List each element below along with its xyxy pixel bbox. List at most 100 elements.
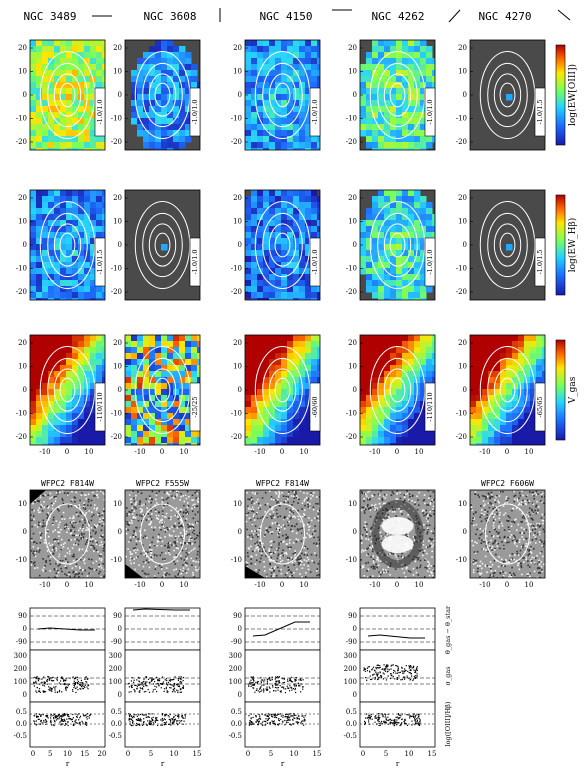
y-tick-label: 10 [233,363,242,371]
x-tick-label: -10 [134,448,145,456]
y-tick-label: -0.5 [229,732,243,740]
y-tick-label: 0 [463,241,467,249]
y-tick-label: 0.5 [111,708,122,716]
profile-frame [124,701,201,748]
y-tick-label: 300 [229,652,242,660]
x-tick-label: 0 [395,448,399,456]
y-tick-label: -10 [456,265,467,273]
x-tick-label: 10 [415,581,424,589]
map-panel: -1.0/1.0 20 10 0 -10 -20 [111,39,201,151]
isophote-contour [59,82,76,108]
y-tick-label: 0 [353,386,357,394]
profile-frame [124,649,201,703]
hst-frame [124,489,201,579]
y-tick-label: 10 [348,500,357,508]
x-tick-label: 0 [505,448,509,456]
x-tick-label: 10 [415,448,424,456]
y-tick-label: -10 [111,410,122,418]
y-tick-label: 20 [233,44,242,52]
range-label: -1.0/1.0 [191,249,199,274]
hst-filter-title: WFPC2 F814W [256,479,309,488]
range-box [534,87,546,137]
y-tick-label: 0 [118,386,122,394]
range-label: -1.0/1.5 [536,99,544,124]
isophote-contour [142,62,183,128]
map-panel: -1.0/1.5 20 10 0 -10 -20 [16,189,106,301]
y-tick-label: 0.5 [16,708,27,716]
hst-panel: WFPC2 F555W 10 0 -10 -10 0 10 [111,479,201,589]
isophote-contour [59,377,76,403]
isophote-contour [268,73,297,117]
y-tick-label: 90 [348,612,357,620]
y-tick-label: -20 [231,138,242,146]
y-tick-label: -90 [231,638,242,646]
x-tick-label: 0 [31,750,35,758]
isophote-contour [45,503,90,565]
y-tick-label: -10 [456,115,467,123]
isophote-contour [53,73,82,117]
profile-frame [359,701,436,748]
x-tick-label: 10 [405,750,414,758]
y-tick-label: 20 [18,339,27,347]
range-box [309,382,321,432]
y-tick-label: -10 [231,115,242,123]
y-tick-label: 0.5 [346,708,357,716]
isophote-contour [148,73,177,117]
map-panel: -25/25 20 10 0 -10 -20 -10 0 10 [111,334,201,456]
y-tick-label: 90 [18,612,27,620]
y-tick-label: -20 [346,433,357,441]
isophote-contour [268,368,297,412]
map-panel: -1.0/1.0 20 10 0 -10 -20 [231,189,321,301]
profile-panel: 0 5 10 15 r 90 0 -90 300 200 100 0 0.5 0.0 -0.5 [229,607,321,768]
isophote-contour [485,503,530,565]
x-tick-label: 10 [63,750,72,758]
y-tick-label: -20 [111,138,122,146]
isophote-contour [47,357,88,423]
x-tick-label: 15 [428,750,437,758]
range-box [424,237,436,287]
hst-panel: 10 0 -10 -10 0 10 [346,489,436,589]
range-label: -110/110 [426,392,434,421]
y-tick-label: 0 [353,625,357,633]
y-tick-label: 0 [118,241,122,249]
y-tick-label: 90 [113,612,122,620]
y-tick-label: -0.5 [344,732,358,740]
hst-frame [469,489,546,579]
y-tick-label: 0 [238,691,242,699]
x-tick-label: -10 [479,448,490,456]
y-tick-label: 0 [353,691,357,699]
range-box [94,237,106,287]
pa-profile [252,621,310,637]
y-tick-label: -20 [16,288,27,296]
y-tick-label: -10 [111,115,122,123]
isophote-contour [389,82,406,108]
pa-profile [37,627,95,631]
isophote-contour [377,62,418,128]
y-tick-label: 100 [229,678,242,686]
isophote-contour [377,357,418,423]
profile-panel: 0 5 10 15 r 90 0 -90 300 200 100 0 0.5 0.0 -0.5 [344,607,437,768]
x-tick-label: 0 [126,750,130,758]
y-tick-label: 0 [463,386,467,394]
range-box [534,382,546,432]
galaxy-title: NGC 3489 [24,10,77,23]
y-tick-label: 10 [233,218,242,226]
y-tick-label: 0 [353,91,357,99]
y-tick-label: 300 [109,652,122,660]
colorbar-scale [555,44,566,146]
isophote-contour [377,212,418,278]
y-tick-label: 0 [118,625,122,633]
y-tick-label: 0.0 [231,720,242,728]
y-tick-label: 0 [238,625,242,633]
y-tick-label: 10 [233,68,242,76]
y-tick-label: 0.0 [346,720,357,728]
x-tick-label: 0 [280,581,284,589]
y-tick-label: -20 [231,433,242,441]
isophote-contour [53,223,82,267]
pa-profile [132,608,190,611]
y-tick-label: 10 [233,500,242,508]
x-tick-label: 5 [149,750,153,758]
y-tick-label: 10 [458,363,467,371]
y-tick-label: 10 [458,218,467,226]
